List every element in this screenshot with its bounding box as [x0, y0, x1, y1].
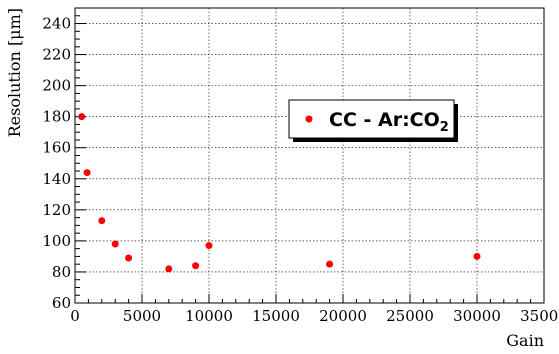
legend-marker: [305, 115, 313, 123]
grid: [75, 8, 544, 303]
y-tick-label: 120: [42, 201, 71, 219]
data-point: [326, 260, 334, 268]
x-tick-label: 35000: [520, 307, 559, 325]
x-tick-label: 15000: [252, 307, 300, 325]
tick-labels: 0 5000 10000 15000 20000 25000 30000 35000 60 80 1…: [42, 15, 559, 325]
data-point: [125, 254, 133, 262]
y-axis-label: Resolution [μm]: [5, 8, 24, 137]
y-tick-label: 180: [42, 108, 71, 126]
plot-frame: [74, 7, 545, 304]
x-tick-label: 0: [70, 307, 80, 325]
y-tick-label: 160: [42, 139, 71, 157]
x-tick-label: 5000: [123, 307, 161, 325]
y-tick-label: 140: [42, 170, 71, 188]
data-points: [78, 113, 481, 273]
data-point: [473, 252, 481, 260]
data-point: [192, 262, 200, 270]
data-point: [205, 242, 213, 250]
legend-entry-subscript: 2: [440, 120, 449, 135]
x-tick-label: 25000: [386, 307, 434, 325]
y-tick-label: 80: [52, 263, 71, 281]
data-point: [98, 217, 106, 225]
y-tick-label: 100: [42, 232, 71, 250]
axis-ticks: [74, 7, 545, 304]
x-tick-label: 30000: [453, 307, 501, 325]
legend: CC - Ar:CO2: [288, 99, 458, 142]
x-tick-label: 20000: [319, 307, 367, 325]
data-point: [83, 169, 91, 177]
data-point: [165, 265, 173, 273]
legend-entry: CC - Ar:CO2: [329, 109, 449, 135]
y-tick-label: 60: [52, 294, 71, 312]
x-tick-label: 10000: [185, 307, 233, 325]
y-tick-label: 240: [42, 15, 71, 33]
x-axis-label: Gain: [506, 331, 544, 350]
y-tick-label: 200: [42, 77, 71, 95]
legend-box: [288, 99, 455, 139]
y-tick-label: 220: [42, 46, 71, 64]
legend-entry-main: CC - Ar:CO: [329, 109, 440, 131]
data-point: [78, 113, 86, 121]
data-point: [111, 240, 119, 248]
